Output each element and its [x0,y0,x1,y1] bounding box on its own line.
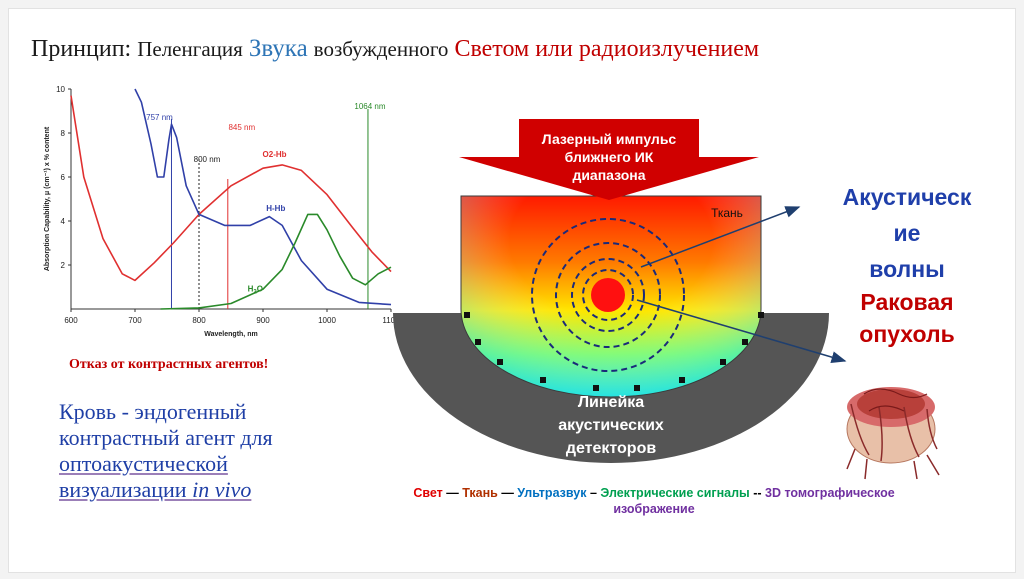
page-title: Принцип: Пеленгация Звука возбужденного … [31,35,759,63]
y-axis-label: Absorption Capability, μ (cm⁻¹) x % cont… [44,126,51,271]
caption-dash-1: — [442,486,463,500]
title-lead: Принцип: [31,36,132,62]
curve-label-hhb: H-Hb [266,204,285,213]
x-tick-label: 700 [128,316,142,325]
tumor-dot [591,278,625,312]
tumor-line-2: опухоль [859,321,955,347]
x-tick-label: 1000 [318,316,336,325]
blood-note: Кровь - эндогенный контрастный агент для… [59,399,379,503]
acoustic-waves-label: Акустическ ие волны [817,179,997,287]
detector-label-2: акустических [558,417,664,434]
laser-label-2: ближнего ИК [565,149,654,165]
x-tick-label: 1100 [382,316,400,325]
blood-line-1: Кровь - эндогенный [59,399,247,424]
detector-label-3: детекторов [566,440,657,457]
series-line-2 [160,213,392,310]
title-part-2: Звука [248,35,308,62]
blood-line-3: оптоакустической [59,451,228,476]
caption-dash-4: -- [749,486,765,500]
y-tick-label: 8 [61,129,66,138]
y-tick-label: 2 [61,261,66,270]
tissue-label: Ткань [711,206,743,220]
y-tick-label: 6 [61,173,66,182]
title-part-4: Светом или радиоизлучением [454,36,760,62]
curve-label-h2o: H2O [248,284,263,295]
caption-tissue: Ткань [462,486,498,500]
x-tick-label: 900 [256,316,270,325]
detector-elements [464,312,764,391]
x-axis-label: Wavelength, nm [204,331,257,338]
chart-root: 600 700 800 900 1000 1100 2 4 6 8 10 Wavelength, nm… [44,85,400,338]
acoustic-wave-rings [531,218,685,372]
x-tick-label: 800 [192,316,206,325]
curve-label-o2hb: O2-Hb [263,150,287,159]
y-tick-label: 10 [56,85,65,94]
refusal-note: Отказ от контрастных агентов! [69,357,269,372]
title-part-1: Пеленгация [137,37,243,61]
absorption-chart: 600 700 800 900 1000 1100 2 4 6 8 10 Wavelength, nm… [44,85,400,338]
blood-line-4: визуализации in vivo [59,477,251,502]
optoacoustic-diagram: Лазерный импульс ближнего ИК диапазона Т… [393,119,847,463]
title-part-3: возбужденного [313,37,449,61]
tumor-pointer [636,299,847,363]
tumor-label: Раковая опухоль [817,286,997,350]
pipeline-caption: Свет — Ткань — Ультразвук – Электрически… [364,485,944,517]
blood-line-4b: in vivo [192,477,252,502]
caption-dash-2: — [497,486,518,500]
caption-signals: Электрические сигналы [600,486,750,500]
marker-label: 1064 nm [354,102,385,111]
slide: Принцип: Пеленгация Звука возбужденного … [8,8,1016,573]
blood-line-2: контрастный агент для [59,425,273,450]
caption-ultrasound: Ультразвук [517,486,587,500]
tumor-line-1: Раковая [860,289,954,315]
laser-arrow [459,119,759,200]
caption-dash-3: – [586,486,601,500]
laser-label-3: диапазона [572,167,645,183]
detector-label-1: Линейка [578,394,644,411]
marker-label: 757 nm [146,113,173,122]
y-tick-label: 4 [61,217,66,226]
caption-image: изображение [613,502,695,516]
laser-label-1: Лазерный импульс [542,131,677,147]
caption-3d: 3D томографическое [765,486,895,500]
blood-line-4a: визуализации [59,477,193,502]
marker-label: 800 nm [194,155,221,164]
marker-label: 845 nm [228,123,255,132]
waves-line-2: ие [893,220,921,246]
series-line-1 [134,88,392,306]
waves-line-3: волны [869,256,945,282]
tumor-illustration [846,387,940,480]
x-tick-label: 600 [64,316,78,325]
waves-line-1: Акустическ [842,184,972,210]
caption-light: Свет [413,486,443,500]
waves-pointer [640,206,801,268]
series-line-0 [70,95,392,282]
